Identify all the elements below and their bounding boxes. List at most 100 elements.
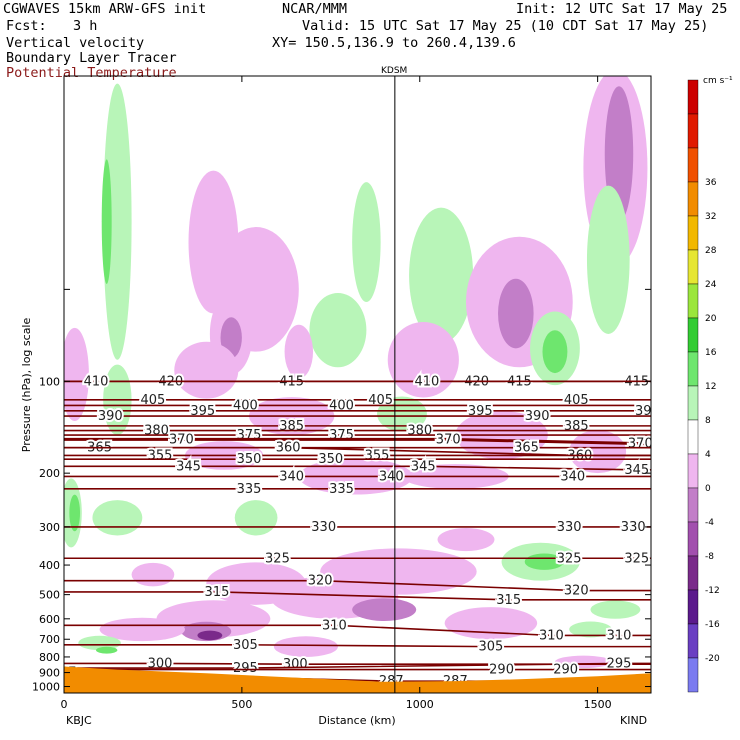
colorbar-swatch [687, 589, 699, 625]
theta-contour-label: 340 [379, 469, 404, 484]
colorbar-tick-label: 4 [705, 450, 711, 460]
w-region [542, 330, 568, 374]
colorbar-swatch [687, 453, 699, 489]
y-tick-label: 800 [39, 651, 60, 664]
fcst-value: 3 h [73, 18, 98, 34]
x-tick-label: 500 [231, 698, 252, 711]
w-region [69, 494, 81, 532]
marker-station-label: KDSM [381, 66, 407, 76]
w-region [273, 636, 338, 657]
colorbar-tick-label: -4 [705, 518, 714, 528]
theta-contour-line [64, 591, 651, 601]
theta-contour-label: 325 [557, 551, 582, 566]
colorbar-tick-label: 16 [705, 348, 717, 358]
colorbar-tick-label: 28 [705, 246, 717, 256]
w-region [409, 207, 474, 344]
w-region [99, 617, 185, 642]
x-axis-label: Distance (km) [318, 714, 395, 727]
colorbar-tick-label: -16 [705, 620, 720, 630]
theta-contour-label: 305 [478, 640, 503, 655]
w-region [78, 635, 121, 651]
theta-contour-label: 380 [407, 424, 432, 439]
colorbar-tick-label: -12 [705, 586, 720, 596]
theta-contour-label: 345 [411, 459, 436, 474]
w-region [352, 598, 417, 622]
colorbar-tick-label: 0 [705, 484, 711, 494]
colorbar-swatch [687, 79, 699, 115]
colorbar: -20 -16 -12 -8 -4 0 4 8 12 16 20 24 28 32 36 [687, 79, 720, 693]
theta-contour-label: 390 [525, 409, 550, 424]
theta-contour-label: 350 [318, 452, 343, 467]
y-tick-label: 600 [39, 613, 60, 626]
y-tick-label: 100 [39, 375, 60, 388]
theta-contour-label: 390 [98, 409, 123, 424]
colorbar-tick-label: -8 [705, 552, 714, 562]
fcst-label: Fcst: [6, 18, 47, 34]
x-tick-label: 1000 [406, 698, 434, 711]
w-region [309, 292, 367, 368]
theta-contour-label: 320 [308, 574, 333, 589]
theta-contour-label: 340 [279, 469, 304, 484]
theta-contour-label: 305 [233, 638, 258, 653]
theta-contour-label: 385 [279, 419, 304, 434]
w-region [131, 562, 175, 587]
xy-coords: XY= 150.5,136.9 to 260.4,139.6 [272, 35, 516, 51]
theta-contour-label: 385 [564, 419, 589, 434]
theta-contour-label: 290 [553, 663, 578, 678]
theta-contour-label: 315 [205, 585, 230, 600]
theta-contour-label: 310 [322, 618, 347, 633]
theta-contour-label: 365 [514, 441, 539, 456]
colorbar-tick-label: 36 [705, 178, 717, 188]
w-region [101, 159, 112, 284]
vertical-velocity-fill [64, 76, 648, 669]
colorbar-swatch [687, 555, 699, 591]
org-label: NCAR/MMM [282, 1, 348, 17]
w-region [174, 341, 239, 399]
w-region [284, 324, 314, 379]
right-station-label: KIND [620, 714, 647, 727]
colorbar-units: cm s⁻¹ [703, 76, 733, 86]
colorbar-swatch [687, 283, 699, 319]
w-region [64, 327, 89, 422]
init-time: Init: 12 UTC Sat 17 May 25 [516, 1, 728, 17]
theta-contour-line [64, 662, 651, 666]
theta-contour-label: 330 [621, 520, 646, 535]
terrain [64, 666, 651, 693]
y-tick-label: 300 [39, 521, 60, 534]
w-region [234, 500, 278, 536]
w-region [569, 621, 612, 638]
y-axis-label: Pressure (hPa), log scale [20, 318, 33, 453]
colorbar-tick-label: 32 [705, 212, 716, 222]
colorbar-swatch [687, 385, 699, 421]
theta-contour-label: 345 [624, 463, 649, 478]
theta-contour-label: 340 [560, 469, 585, 484]
theta-contour-line [64, 579, 651, 592]
theta-contour-line [64, 437, 651, 446]
y-tick-label: 200 [39, 467, 60, 480]
field-bl-tracer: Boundary Layer Tracer [6, 50, 177, 66]
colorbar-swatch [687, 623, 699, 659]
theta-contour-label: 345 [176, 459, 201, 474]
theta-contour-line [64, 465, 651, 471]
theta-contour-label: 315 [496, 593, 521, 608]
x-tick-label: 0 [61, 698, 68, 711]
theta-contour-label: 370 [628, 437, 653, 452]
colorbar-swatch [687, 351, 699, 387]
model-title: CGWAVES 15km ARW-GFS init [3, 1, 207, 17]
colorbar-swatch [687, 113, 699, 149]
theta-contour-label: 370 [169, 432, 194, 447]
y-tick-label: 500 [39, 589, 60, 602]
colorbar-tick-label: -20 [705, 654, 720, 664]
y-tick-label: 1000 [32, 681, 60, 694]
left-station-label: KBJC [66, 714, 92, 727]
w-region [92, 500, 143, 536]
colorbar-swatch [687, 249, 699, 285]
colorbar-swatch [687, 215, 699, 251]
theta-contour-label: 355 [148, 448, 173, 463]
field-vertical-velocity: Vertical velocity [6, 35, 145, 51]
w-region [437, 528, 495, 552]
theta-contour-label: 290 [489, 663, 514, 678]
theta-contour-line [64, 644, 651, 648]
theta-contour-label: 380 [144, 424, 169, 439]
theta-contour-label: 355 [365, 448, 390, 463]
